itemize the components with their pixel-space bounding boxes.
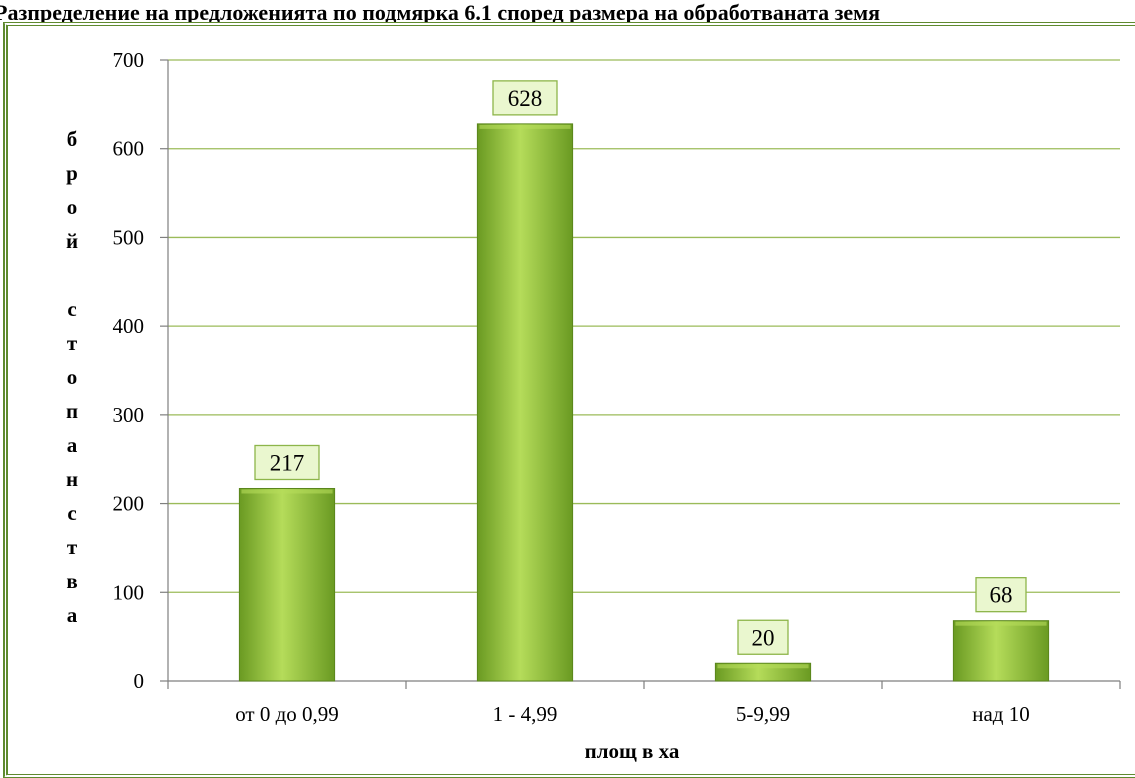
bar-highlight [479,124,571,129]
y-axis-label-letter: н [66,467,78,491]
y-axis-label-letter: р [66,161,78,185]
y-axis-label-letter: а [67,603,78,627]
y-tick-label: 700 [113,48,145,72]
y-tick-label: 0 [134,669,145,693]
y-tick-label: 500 [113,225,145,249]
y-axis-label-letter: т [67,535,78,559]
x-tick-label: от 0 до 0,99 [235,702,339,726]
x-tick-label: 1 - 4,99 [493,702,558,726]
bars [238,123,1050,682]
data-labels: 217 628 20 68 [254,80,1027,655]
y-axis-label-letter: а [67,433,78,457]
y-axis-label-letter: п [66,399,78,423]
data-label-box [492,80,558,116]
data-label: 628 [508,86,543,111]
x-tick-label: над 10 [972,702,1030,726]
y-axis-label-letter: с [67,297,76,321]
y-tick-label: 100 [113,580,145,604]
y-tick-label: 400 [113,314,145,338]
chart-frame: 217 628 20 68 0 100 200 300 400 500 600 700 от 0 д… [3,22,1135,778]
data-label: 20 [752,625,775,650]
y-axis-label-letter: в [66,569,77,593]
page-title: Разпределение на предложенията по подмяр… [0,0,881,25]
y-axis-label-letter: б [67,127,78,151]
bar-highlight [955,621,1047,626]
bar-highlight [241,489,333,494]
x-tick-labels: от 0 до 0,99 1 - 4,99 5-9,99 над 10 [235,702,1030,726]
data-label: 217 [270,450,305,475]
y-tick-label: 300 [113,403,145,427]
bar-highlight [717,664,809,669]
x-tick-label: 5-9,99 [736,702,790,726]
data-label-box [254,444,320,481]
y-axis-label-letter: й [66,229,78,253]
y-tick-labels: 0 100 200 300 400 500 600 700 [113,48,145,693]
y-axis-label-letter: о [67,365,78,389]
data-label-box [737,619,789,655]
x-axis-label: площ в ха [585,739,680,763]
bar [952,620,1050,682]
data-label: 68 [990,583,1013,608]
data-label-box [975,577,1027,613]
y-tick-label: 200 [113,492,145,516]
bar [238,487,336,682]
bar-chart: 217 628 20 68 0 100 200 300 400 500 600 700 от 0 д… [66,48,1121,763]
bar [476,123,574,682]
y-axis-label-letter: с [67,501,76,525]
y-tick-label: 600 [113,137,145,161]
y-axis-label-letter: о [67,195,78,219]
y-axis-label-letter: т [67,331,78,355]
